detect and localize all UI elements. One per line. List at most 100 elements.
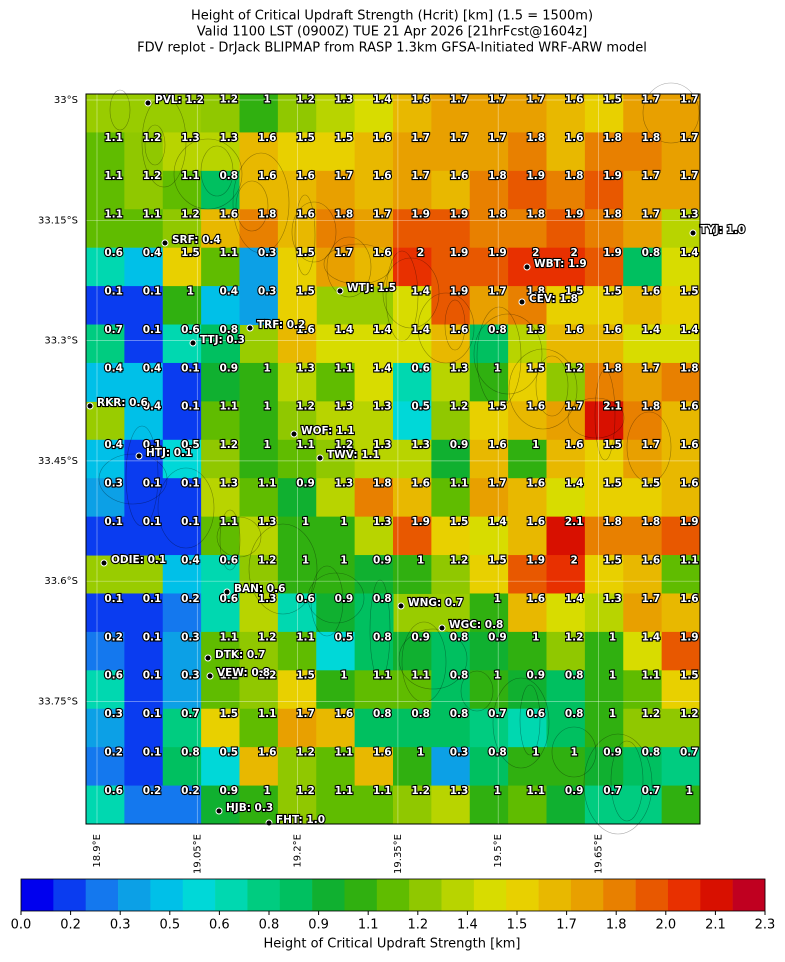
grid-cell — [86, 132, 125, 172]
grid-cell — [469, 785, 509, 825]
grid-value: 1.3 — [373, 516, 392, 528]
grid-value: 1.2 — [642, 708, 661, 720]
grid-cell — [86, 747, 125, 787]
colorbar-tick-label: 0.0 — [11, 918, 32, 933]
grid-value: 1.1 — [219, 631, 238, 643]
grid-cell — [469, 170, 509, 210]
grid-value: 1.4 — [488, 516, 507, 528]
grid-cell — [584, 708, 624, 748]
grid-cell — [469, 747, 509, 787]
grid-value: 1.6 — [526, 593, 545, 605]
grid-cell — [584, 94, 624, 133]
grid-cell — [546, 247, 586, 287]
grid-value: 1.7 — [373, 209, 392, 221]
terrain-contour — [594, 369, 616, 461]
grid-value: 1.2 — [565, 362, 584, 374]
grid-cell — [201, 209, 240, 249]
grid-value: 1.9 — [450, 285, 469, 297]
grid-cell — [86, 209, 125, 249]
grid-value: 2 — [570, 554, 577, 566]
grid-cell — [661, 631, 701, 671]
grid-cell — [86, 439, 125, 479]
grid-value: 1.2 — [181, 209, 200, 221]
grid-cell — [393, 631, 432, 671]
station-label: WTJ: 1.5 — [347, 282, 396, 294]
grid-cell — [393, 516, 432, 556]
grid-cell — [469, 516, 509, 556]
grid-cell — [124, 478, 164, 518]
station-label: TTJ: 0.3 — [200, 334, 245, 346]
station-marker — [523, 263, 531, 271]
colorbar-tick-label: 0.8 — [259, 918, 280, 933]
grid-value: 1.8 — [526, 209, 545, 221]
terrain-contour — [232, 152, 290, 254]
grid-value: 1.4 — [642, 631, 661, 643]
grid-value: 1.5 — [488, 554, 507, 566]
grid-cell — [623, 132, 663, 172]
station-marker — [518, 298, 526, 306]
grid-cell — [623, 247, 663, 287]
grid-value: 1.1 — [181, 170, 200, 182]
grid-cell — [393, 132, 432, 172]
grid-cell — [508, 286, 547, 326]
grid-value: 1.1 — [296, 439, 315, 451]
grid-cell — [354, 439, 394, 479]
grid-value: 0.9 — [526, 670, 545, 682]
grid-value: 1.3 — [258, 516, 277, 528]
grid-value: 1.1 — [219, 516, 238, 528]
grid-cell — [584, 286, 624, 326]
grid-cell — [86, 785, 125, 825]
grid-value: 1.5 — [526, 362, 545, 374]
grid-cell — [508, 439, 547, 479]
colorbar-swatch — [635, 879, 669, 911]
grid-value: 1.6 — [642, 285, 661, 297]
grid-cell — [584, 209, 624, 249]
grid-cell — [201, 478, 240, 518]
station-marker — [86, 402, 94, 410]
grid-value: 0.7 — [603, 785, 622, 797]
terrain-contour — [508, 348, 578, 430]
grid-value: 1.2 — [411, 785, 430, 797]
grid-cell — [201, 286, 240, 326]
grid-value: 0.1 — [143, 516, 162, 528]
grid-cell — [508, 209, 547, 249]
grid-cell — [162, 747, 202, 787]
terrain-contour — [473, 313, 543, 395]
grid-cell — [162, 785, 202, 825]
grid-value: 1.6 — [373, 170, 392, 182]
terrain-contour — [248, 523, 318, 615]
terrain-contour — [567, 397, 625, 439]
grid-cell — [661, 362, 701, 402]
grid-cell — [546, 209, 586, 249]
colorbar-tick-label: 1.4 — [457, 918, 478, 933]
colorbar-swatch — [603, 879, 636, 911]
title-line: Valid 1100 LST (0900Z) TUE 21 Apr 2026 [… — [197, 25, 588, 40]
grid-cell — [86, 286, 125, 326]
grid-value: 0.8 — [488, 747, 507, 759]
grid-value: 1.2 — [450, 401, 469, 413]
grid-cell — [124, 286, 164, 326]
grid-cell — [86, 247, 125, 287]
grid-cell — [201, 362, 240, 402]
colorbar-swatch — [150, 879, 184, 911]
grid-cell — [354, 170, 394, 210]
grid-value: 1 — [609, 631, 616, 643]
grid-cell — [393, 362, 432, 402]
grid-value: 1.5 — [450, 516, 469, 528]
grid-value: 1.9 — [411, 209, 430, 221]
grid-value: 0.8 — [373, 631, 392, 643]
grid-cell — [546, 324, 586, 364]
grid-value: 1.7 — [680, 132, 699, 144]
grid-value: 1.4 — [680, 324, 699, 336]
grid-value: 1.9 — [565, 209, 584, 221]
grid-cell — [431, 170, 471, 210]
grid-value: 1.2 — [143, 170, 162, 182]
grid-cell — [316, 401, 356, 441]
grid-value: 1.2 — [219, 439, 238, 451]
terrain-contour — [157, 467, 215, 549]
grid-value: 1.1 — [335, 362, 354, 374]
grid-cell — [124, 439, 164, 479]
grid-cell — [431, 132, 471, 172]
terrain-contour — [216, 516, 262, 558]
grid-value: 0.6 — [526, 708, 545, 720]
